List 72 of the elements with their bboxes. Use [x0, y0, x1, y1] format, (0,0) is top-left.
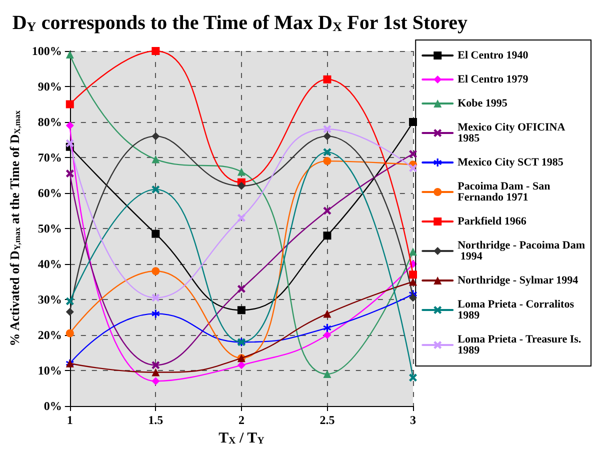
point: [409, 278, 417, 286]
point: [152, 155, 160, 164]
point: [237, 214, 246, 222]
point: [323, 324, 332, 332]
legend-label: Kobe 1995: [458, 98, 508, 110]
legend-label: El Centro 1940: [458, 50, 529, 62]
point: [152, 132, 160, 140]
x-axis-title: TX / TY: [218, 430, 264, 447]
y-tick-label: 70%: [38, 150, 62, 164]
point: [152, 294, 160, 302]
y-axis-title: % Activated of DY,max at the Time of DX,max: [7, 110, 22, 346]
y-tick-label: 40%: [38, 257, 62, 271]
point: [66, 139, 74, 148]
legend-label: Loma Prieta - Treasure Is. 1989: [458, 334, 584, 356]
x-tick-label: 1: [66, 413, 73, 427]
point: [66, 297, 74, 306]
x-tick-label: 1.5: [148, 413, 164, 427]
point: [323, 125, 332, 134]
point: [323, 157, 332, 166]
legend-label: Loma Prieta - Corralitos 1989: [458, 298, 577, 322]
x-tick-label: 3: [410, 413, 416, 427]
point: [323, 370, 332, 378]
point: [237, 306, 246, 314]
y-tick-label: 0%: [44, 399, 62, 413]
y-tick-label: 90%: [38, 80, 62, 94]
point: [237, 182, 246, 190]
point: [409, 248, 417, 256]
point: [152, 310, 160, 318]
y-tick-label: 80%: [38, 115, 62, 129]
y-tick-label: 60%: [38, 186, 62, 200]
point: [237, 284, 246, 293]
y-tick-label: 100%: [32, 44, 62, 58]
point: [66, 308, 74, 316]
point: [66, 100, 74, 108]
legend-label: Mexico City OFICINA 1985: [458, 122, 568, 144]
point: [323, 148, 332, 156]
point: [323, 132, 332, 140]
point: [409, 164, 417, 172]
point: [237, 168, 246, 176]
point: [409, 374, 417, 382]
point: [323, 331, 332, 339]
point: [323, 310, 332, 318]
legend-label: Parkfield 1966: [458, 216, 527, 228]
y-tick-label: 20%: [38, 328, 62, 342]
legend-label: Pacoima Dam - San Fernando 1971: [458, 180, 553, 204]
x-tick-label: 2.5: [320, 413, 335, 427]
y-tick-label: 10%: [38, 364, 62, 378]
legend-label: El Centro 1979: [458, 74, 529, 86]
x-tick-label: 2: [238, 413, 244, 427]
point: [323, 75, 332, 84]
legend-label: Northridge - Sylmar 1994: [458, 274, 579, 286]
y-tick-label: 30%: [38, 292, 62, 306]
point: [152, 230, 160, 238]
legend-label: Northridge - Pacoima Dam 1994: [458, 240, 586, 262]
point: [152, 368, 160, 376]
point: [66, 329, 74, 338]
point: [152, 185, 160, 194]
legend-label: Mexico City SCT 1985: [458, 156, 564, 168]
point: [409, 150, 417, 158]
point: [152, 377, 160, 386]
y-tick-label: 50%: [38, 222, 62, 236]
point: [409, 270, 417, 279]
point: [152, 361, 160, 370]
chart-title: DY corresponds to the Time of Max DX For 1st Storey: [12, 12, 468, 34]
point: [323, 206, 332, 215]
point: [409, 294, 417, 302]
point: [66, 169, 74, 178]
point: [323, 232, 332, 240]
point: [237, 361, 246, 370]
point: [66, 122, 74, 130]
point: [152, 47, 160, 55]
point: [152, 267, 160, 276]
